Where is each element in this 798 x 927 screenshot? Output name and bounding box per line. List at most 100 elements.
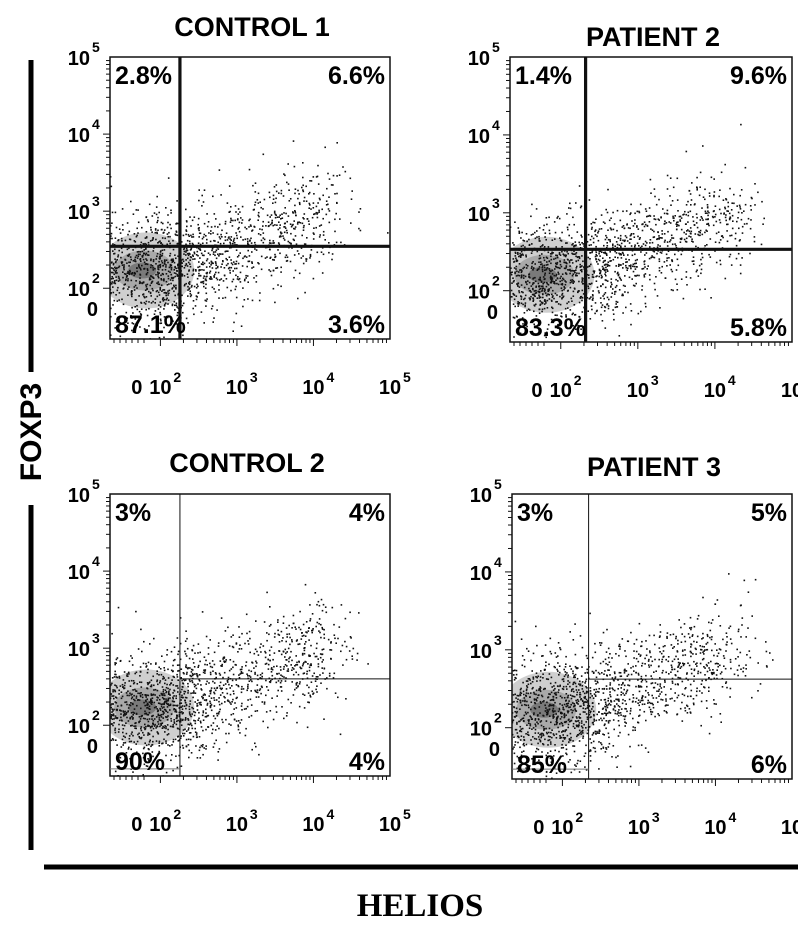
event-dot xyxy=(251,251,253,253)
event-dot xyxy=(188,679,191,681)
event-dot xyxy=(302,262,305,265)
event-dot xyxy=(640,310,642,313)
event-dot xyxy=(146,263,149,266)
event-dot xyxy=(150,702,152,705)
event-dot xyxy=(193,714,196,717)
event-dot xyxy=(133,233,136,235)
event-dot xyxy=(121,298,123,301)
event-dot xyxy=(124,741,127,744)
event-dot xyxy=(112,291,115,294)
event-dot xyxy=(550,262,552,265)
event-dot xyxy=(150,259,152,262)
event-dot xyxy=(207,714,210,717)
event-dot xyxy=(166,226,169,229)
event-dot xyxy=(157,281,160,283)
event-dot xyxy=(569,207,572,210)
event-dot xyxy=(670,204,672,206)
event-dot xyxy=(192,269,195,272)
event-dot xyxy=(294,626,296,628)
event-dot xyxy=(177,687,179,689)
event-dot xyxy=(210,264,212,266)
event-dot xyxy=(555,301,557,303)
event-dot xyxy=(523,320,526,323)
event-dot xyxy=(235,274,237,277)
event-dot xyxy=(141,696,144,699)
event-dot xyxy=(675,223,678,225)
event-dot xyxy=(135,697,138,699)
event-dot xyxy=(540,301,543,303)
event-dot xyxy=(579,269,582,272)
event-dot xyxy=(283,666,285,668)
event-dot xyxy=(614,290,617,293)
event-dot xyxy=(537,290,539,293)
event-dot xyxy=(589,297,591,300)
event-dot xyxy=(735,257,738,260)
event-dot xyxy=(604,259,606,262)
event-dot xyxy=(231,701,233,703)
event-dot xyxy=(148,278,151,281)
event-dot xyxy=(144,289,147,291)
event-dot xyxy=(151,718,153,720)
event-dot xyxy=(160,723,163,726)
event-dot xyxy=(175,272,177,275)
event-dot xyxy=(250,242,253,244)
event-dot xyxy=(200,688,202,690)
event-dot xyxy=(115,226,118,229)
event-dot xyxy=(579,266,581,268)
event-dot xyxy=(542,287,545,289)
event-dot xyxy=(192,673,195,676)
event-dot xyxy=(150,282,153,284)
event-dot xyxy=(229,221,232,223)
event-dot xyxy=(162,279,165,281)
event-dot xyxy=(517,303,520,305)
event-dot xyxy=(302,162,304,164)
event-dot xyxy=(189,242,191,245)
event-dot xyxy=(160,221,163,224)
event-dot xyxy=(127,271,130,274)
event-dot xyxy=(129,704,132,707)
event-dot xyxy=(227,626,229,629)
event-dot xyxy=(603,297,605,300)
event-dot xyxy=(209,276,212,278)
x-tick-base: 0 xyxy=(531,380,542,402)
event-dot xyxy=(291,627,293,629)
event-dot xyxy=(148,707,150,710)
event-dot xyxy=(248,255,251,257)
event-dot xyxy=(666,188,669,190)
event-dot xyxy=(232,242,234,245)
event-dot xyxy=(202,696,204,699)
event-dot xyxy=(525,281,527,284)
event-dot xyxy=(274,201,277,204)
event-dot xyxy=(130,679,133,682)
event-dot xyxy=(173,261,176,264)
event-dot xyxy=(574,271,576,274)
event-dot xyxy=(220,266,222,268)
event-dot xyxy=(643,263,646,266)
event-dot xyxy=(744,166,747,169)
event-dot xyxy=(285,260,288,262)
event-dot xyxy=(693,224,696,226)
event-dot xyxy=(198,227,200,229)
event-dot xyxy=(607,261,610,263)
event-dot xyxy=(588,265,591,267)
event-dot xyxy=(185,664,187,666)
x-tick-base: 10 xyxy=(379,377,401,399)
event-dot xyxy=(289,656,291,658)
event-dot xyxy=(626,269,628,271)
event-dot xyxy=(644,240,647,243)
event-dot xyxy=(150,745,152,748)
event-dot xyxy=(163,712,165,714)
event-dot xyxy=(676,283,678,285)
event-dot xyxy=(295,243,298,245)
event-dot xyxy=(565,266,568,268)
event-dot xyxy=(114,727,117,730)
event-dot xyxy=(698,194,701,197)
event-dot xyxy=(306,218,309,220)
event-dot xyxy=(315,176,318,178)
event-dot xyxy=(180,696,183,699)
event-dot xyxy=(146,718,149,721)
event-dot xyxy=(312,202,315,204)
event-dot xyxy=(318,622,320,625)
event-dot xyxy=(254,710,257,712)
event-dot xyxy=(729,216,731,218)
